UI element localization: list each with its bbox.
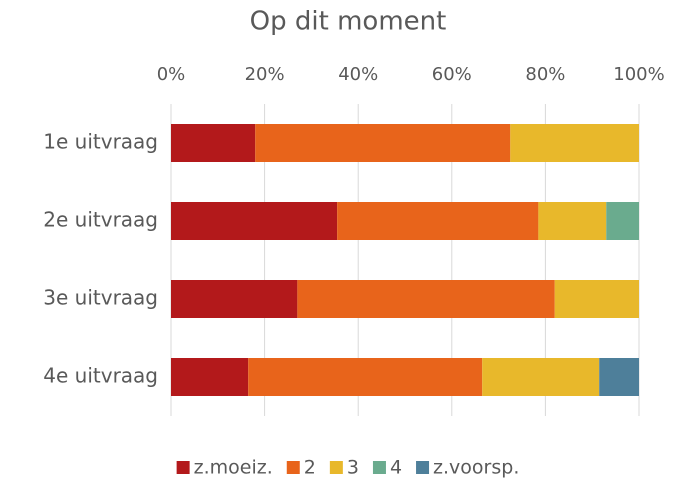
legend-label: z.voorsp. bbox=[433, 457, 519, 479]
bar-segment bbox=[248, 358, 483, 396]
y-tick-label: 4e uitvraag bbox=[43, 364, 158, 388]
legend-swatch bbox=[372, 461, 386, 474]
bar-segment bbox=[482, 358, 600, 396]
legend-label: 3 bbox=[347, 457, 359, 479]
legend-swatch bbox=[329, 461, 343, 474]
bar-segment bbox=[171, 280, 298, 318]
x-tick-label: 40% bbox=[338, 64, 378, 85]
legend-label: z.moeiz. bbox=[194, 457, 273, 479]
x-tick-label: 60% bbox=[432, 64, 472, 85]
bar-segment bbox=[337, 202, 539, 240]
legend-swatch bbox=[286, 461, 300, 474]
y-tick-label: 1e uitvraag bbox=[43, 130, 158, 154]
x-tick-label: 20% bbox=[245, 64, 285, 85]
legend-swatch bbox=[416, 461, 430, 474]
bar-segment bbox=[297, 280, 555, 318]
bar-segment bbox=[606, 202, 639, 240]
bar-segment bbox=[171, 358, 249, 396]
chart-title: Op dit moment bbox=[250, 7, 447, 37]
bar-segment bbox=[538, 202, 607, 240]
bar-segment bbox=[510, 124, 639, 162]
y-tick-label: 2e uitvraag bbox=[43, 208, 158, 232]
legend-label: 4 bbox=[390, 457, 402, 479]
bar-segment bbox=[255, 124, 511, 162]
bar-segment bbox=[554, 280, 639, 318]
bar-segment bbox=[171, 202, 338, 240]
bar-segment bbox=[171, 124, 256, 162]
legend-swatch bbox=[176, 461, 190, 474]
legend-label: 2 bbox=[304, 457, 316, 479]
bar-segment bbox=[599, 358, 639, 396]
x-tick-label: 100% bbox=[613, 64, 664, 85]
x-tick-label: 0% bbox=[157, 64, 186, 85]
x-tick-label: 80% bbox=[525, 64, 565, 85]
y-tick-label: 3e uitvraag bbox=[43, 286, 158, 310]
